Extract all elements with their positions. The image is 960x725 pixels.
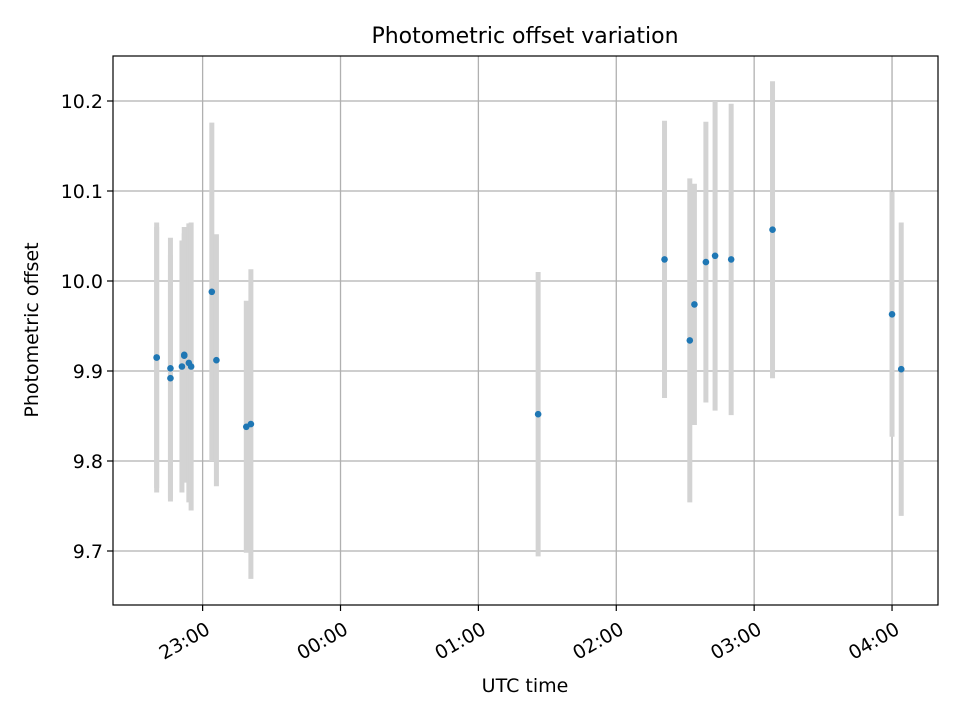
data-point xyxy=(167,365,174,372)
data-point xyxy=(213,356,220,364)
plot-frame xyxy=(112,55,939,606)
data-point xyxy=(187,363,195,370)
y-axis-label: Photometric offset xyxy=(21,242,43,417)
y-tick-label: 9.7 xyxy=(73,541,103,563)
data-point xyxy=(180,352,188,360)
data-point xyxy=(208,288,216,296)
y-tick-label: 9.9 xyxy=(73,361,103,383)
data-point xyxy=(897,365,905,373)
data-point xyxy=(178,363,186,370)
data-point xyxy=(247,420,255,428)
data-point xyxy=(888,311,896,318)
y-tick-label: 10.2 xyxy=(61,91,103,113)
data-point xyxy=(661,256,668,263)
data-point xyxy=(769,226,776,233)
x-axis-label: UTC time xyxy=(482,675,569,697)
chart-title: Photometric offset variation xyxy=(371,24,678,49)
data-point xyxy=(167,374,174,382)
data-point xyxy=(711,252,719,260)
data-point xyxy=(534,410,542,418)
data-point xyxy=(686,337,694,344)
data-point xyxy=(727,256,735,263)
data-point xyxy=(702,258,710,266)
y-tick-label: 9.8 xyxy=(73,451,103,473)
data-points xyxy=(153,226,905,431)
data-point xyxy=(691,301,698,308)
y-tick-label: 10.0 xyxy=(61,271,103,293)
y-tick-label: 10.1 xyxy=(61,181,103,203)
data-point xyxy=(153,354,160,361)
